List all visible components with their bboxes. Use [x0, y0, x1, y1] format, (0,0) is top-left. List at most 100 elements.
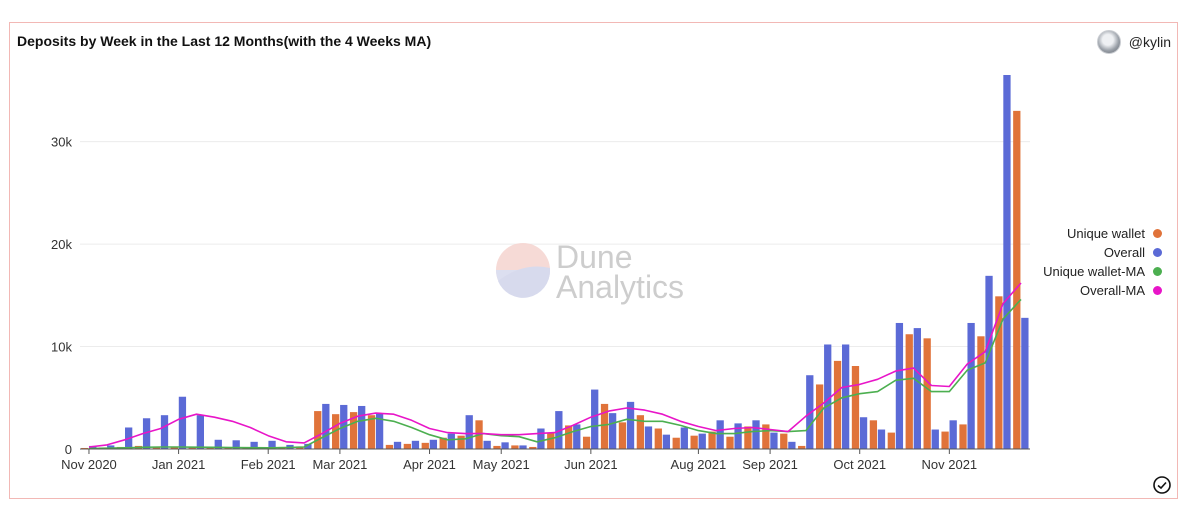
bar-overall [214, 439, 222, 449]
bar-overall [913, 328, 921, 449]
bar-unique-wallet [726, 436, 734, 449]
bar-overall [142, 418, 151, 449]
bar-unique-wallet [152, 446, 161, 449]
legend-item-unique-wallet[interactable]: Unique wallet [1067, 226, 1162, 241]
bar-unique-wallet [887, 432, 895, 449]
bar-unique-wallet [529, 446, 537, 449]
y-tick-label: 0 [65, 442, 72, 457]
bar-overall [967, 322, 975, 449]
bar-unique-wallet [511, 445, 519, 449]
bar-unique-wallet [170, 447, 178, 449]
bar-overall [465, 415, 473, 449]
bar-overall [608, 413, 617, 449]
user-avatar [1096, 30, 1121, 54]
bar-unique-wallet [332, 414, 340, 449]
bar-unique-wallet [959, 424, 967, 449]
bar-unique-wallet [314, 411, 322, 449]
x-tick-label: Oct 2021 [833, 457, 886, 472]
bar-unique-wallet [941, 431, 949, 449]
bar-unique-wallet [618, 422, 627, 449]
bar-unique-wallet [565, 425, 573, 449]
ma-lines [88, 282, 1022, 450]
bar-unique-wallet [439, 437, 447, 449]
bar-overall [501, 442, 509, 449]
bar-overall [1021, 317, 1029, 449]
bar-unique-wallet [977, 336, 985, 449]
x-tick-label: Nov 2021 [922, 457, 978, 472]
bar-overall [429, 439, 438, 449]
watermark-logo-icon [496, 243, 551, 298]
bar-overall [949, 420, 957, 449]
x-tick-label: May 2021 [473, 457, 530, 472]
watermark-line1: Dune [556, 239, 633, 275]
author-badge[interactable]: @kylin [1096, 30, 1171, 54]
bar-overall [537, 428, 545, 449]
bar-unique-wallet [242, 447, 250, 449]
legend-label: Unique wallet-MA [1043, 264, 1145, 279]
bar-overall [644, 426, 653, 449]
bar-overall [752, 420, 760, 449]
bar-unique-wallet [582, 436, 591, 449]
x-tick-label: Jun 2021 [564, 457, 618, 472]
bar-overall [698, 433, 706, 449]
bar-unique-wallet [224, 447, 232, 449]
x-tick-label: Feb 2021 [241, 457, 296, 472]
x-tick-label: Nov 2020 [61, 457, 117, 472]
bar-overall [1003, 75, 1011, 449]
legend-item-overall-ma[interactable]: Overall-MA [1080, 283, 1162, 298]
bar-unique-wallet [188, 446, 196, 449]
legend-dot [1153, 267, 1162, 276]
bar-overall [232, 440, 240, 449]
bars [81, 75, 1029, 450]
line-overall-ma [88, 282, 1022, 448]
bar-unique-wallet [744, 426, 752, 449]
check-circle-icon[interactable] [1152, 475, 1172, 495]
x-tick-label: Jan 2021 [152, 457, 206, 472]
bar-unique-wallet [206, 447, 214, 449]
axes: 0 10k 20k 30k Nov 2020 Jan 2021 Feb 2021 Mar 20… [51, 135, 1030, 472]
x-tick-label: Apr 2021 [403, 457, 456, 472]
bar-overall [268, 440, 276, 449]
bar-unique-wallet [636, 415, 645, 449]
legend-dot [1153, 229, 1162, 238]
legend-item-unique-wallet-ma[interactable]: Unique wallet-MA [1043, 264, 1162, 279]
legend-dot [1153, 286, 1162, 295]
bar-overall [734, 423, 742, 449]
bar-unique-wallet [1013, 110, 1021, 450]
y-tick-label: 20k [51, 237, 72, 252]
bar-unique-wallet [547, 432, 555, 449]
legend-item-overall[interactable]: Overall [1104, 245, 1162, 260]
bar-unique-wallet [493, 445, 501, 449]
bar-overall [107, 445, 115, 449]
bar-unique-wallet [869, 420, 878, 449]
legend-label: Unique wallet [1066, 226, 1145, 241]
bar-unique-wallet [815, 384, 824, 449]
bar-unique-wallet [421, 442, 429, 449]
bar-overall [447, 433, 455, 449]
line-unique-wallet-ma [88, 298, 1022, 450]
bar-overall [196, 415, 204, 449]
bar-unique-wallet [905, 334, 913, 449]
bar-overall [788, 441, 796, 449]
bar-overall [859, 417, 868, 449]
bar-overall [680, 427, 688, 449]
bar-unique-wallet [995, 296, 1003, 449]
bar-unique-wallet [690, 435, 698, 449]
bar-overall [824, 344, 832, 449]
y-tick-label: 10k [51, 340, 72, 355]
bar-unique-wallet [81, 447, 89, 449]
bar-overall [304, 443, 312, 449]
bar-unique-wallet [672, 437, 680, 449]
bar-overall [573, 424, 581, 449]
bar-unique-wallet [600, 403, 609, 449]
bar-unique-wallet [923, 338, 931, 449]
bar-overall [393, 441, 402, 449]
bar-unique-wallet [367, 415, 376, 449]
bar-overall [662, 434, 671, 449]
bar-overall [483, 440, 491, 449]
bar-overall [519, 445, 527, 449]
bar-unique-wallet [762, 424, 770, 449]
bar-unique-wallet [780, 433, 788, 449]
bar-unique-wallet [798, 445, 806, 449]
